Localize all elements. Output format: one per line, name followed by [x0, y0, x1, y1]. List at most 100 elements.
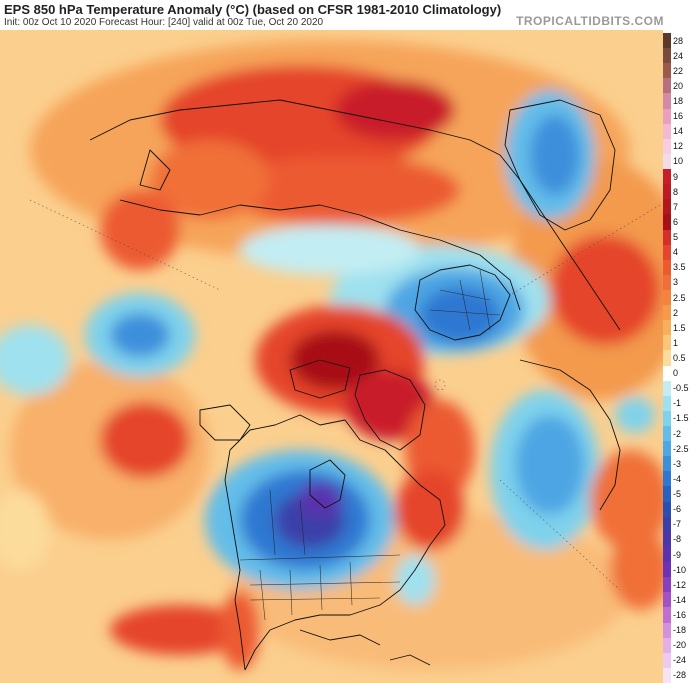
colorbar-swatch: [663, 274, 671, 290]
colorbar-level: -9: [663, 546, 700, 563]
colorbar-level: 18: [663, 93, 700, 109]
colorbar-label: -24: [673, 655, 687, 666]
colorbar-label: -1: [673, 398, 682, 409]
colorbar-label: 0.5: [673, 352, 686, 363]
colorbar-label: -6: [673, 504, 682, 515]
colorbar-swatch: [663, 214, 671, 230]
colorbar-label: 2: [673, 307, 679, 318]
colorbar-swatch: [663, 652, 671, 668]
colorbar-label: -28: [673, 670, 687, 681]
colorbar-level: -6: [663, 501, 700, 517]
colorbar-swatch: [663, 501, 671, 517]
colorbar-level: 1: [663, 335, 700, 351]
colorbar-swatch: [663, 199, 671, 215]
colorbar-level: -3: [663, 456, 700, 472]
header: EPS 850 hPa Temperature Anomaly (°C) (ba…: [0, 0, 700, 30]
colorbar-swatch: [663, 471, 671, 487]
colorbar-swatch: [663, 516, 671, 532]
colorbar-label: 2.5: [673, 292, 686, 303]
colorbar-swatch: [663, 244, 671, 260]
colorbar-level: 28: [663, 33, 700, 49]
colorbar-swatch: [663, 169, 671, 185]
colorbar-swatch: [663, 637, 671, 653]
colorbar-level: -7: [663, 516, 700, 532]
colorbar-swatch: [663, 607, 671, 623]
colorbar-label: 14: [673, 126, 684, 137]
colorbar-label: 6: [673, 216, 679, 227]
colorbar-label: -2: [673, 428, 682, 439]
colorbar-label: 8: [673, 186, 679, 197]
colorbar-swatch: [663, 562, 671, 578]
colorbar-level: 10: [663, 153, 700, 170]
colorbar-label: 4: [673, 247, 679, 258]
colorbar-label: -18: [673, 625, 687, 636]
colorbar-label: 16: [673, 111, 684, 122]
colorbar-level: -14: [663, 592, 700, 608]
colorbar-label: -12: [673, 579, 687, 590]
colorbar-label: -16: [673, 609, 687, 620]
colorbar-swatch: [663, 48, 671, 64]
colorbar-level: 8: [663, 184, 700, 200]
anomaly-field: [0, 40, 663, 670]
colorbar-legend: 28 24 22 20 18 16 14 12 10 9 8 7 6 5 4 3.5 3 2.5 2 1.5 1 0.5 0…: [663, 33, 700, 683]
colorbar-level: -8: [663, 531, 700, 547]
graticule: [29, 199, 661, 591]
colorbar-swatch: [663, 350, 671, 366]
site-watermark: TROPICALTIDBITS.COM: [516, 14, 664, 28]
colorbar-swatch: [663, 577, 671, 593]
colorbar-level: 5: [663, 229, 700, 245]
colorbar-level: 20: [663, 78, 700, 94]
colorbar-label: 24: [673, 50, 684, 61]
colorbar-swatch: [663, 153, 671, 170]
colorbar-level: 24: [663, 48, 700, 64]
colorbar-level: -28: [663, 667, 700, 683]
colorbar-label: 18: [673, 96, 684, 106]
chart-title: EPS 850 hPa Temperature Anomaly (°C) (ba…: [4, 2, 502, 17]
colorbar-level: 14: [663, 123, 700, 139]
colorbar-label: -5: [673, 489, 682, 500]
colorbar-label: 0: [673, 368, 679, 379]
colorbar-level: -2: [663, 426, 700, 442]
colorbar-swatch: [663, 184, 671, 200]
colorbar-level: 0.5: [663, 350, 700, 366]
colorbar-label: -10: [673, 564, 687, 575]
colorbar-swatch: [663, 365, 671, 381]
colorbar-level: -4: [663, 471, 700, 487]
colorbar-swatch: [663, 441, 671, 457]
anomaly-map: [0, 30, 663, 683]
colorbar-level: -5: [663, 486, 700, 502]
colorbar-swatch: [663, 335, 671, 351]
colorbar-level: -10: [663, 562, 700, 578]
colorbar-level: 4: [663, 244, 700, 260]
colorbar-swatch: [663, 259, 671, 275]
colorbar-level: 9: [663, 169, 700, 185]
colorbar-level: -1: [663, 395, 700, 411]
colorbar-swatch: [663, 410, 671, 427]
colorbar-swatch: [663, 320, 671, 336]
colorbar-label: -1.5: [673, 413, 689, 424]
colorbar-swatch: [663, 123, 671, 139]
colorbar-swatch: [663, 426, 671, 442]
colorbar-swatch: [663, 622, 671, 638]
colorbar-label: 1: [673, 337, 679, 348]
colorbar-swatch: [663, 33, 671, 49]
colorbar-swatch: [663, 380, 671, 396]
colorbar-level: 1.5: [663, 320, 700, 336]
colorbar-swatch: [663, 93, 671, 109]
colorbar-label: 1.5: [673, 322, 686, 333]
colorbar-level: -16: [663, 607, 700, 623]
colorbar-level: 12: [663, 138, 700, 154]
colorbar-label: 12: [673, 141, 684, 152]
colorbar-level: -1.5: [663, 410, 700, 427]
colorbar-level: -2.5: [663, 441, 700, 457]
colorbar-level: -20: [663, 637, 700, 653]
colorbar-level: 2.5: [663, 289, 700, 306]
colorbar-label: 22: [673, 65, 684, 76]
colorbar-swatch: [663, 456, 671, 472]
colorbar-swatch: [663, 546, 671, 563]
coastlines: [89, 99, 621, 671]
colorbar-level: 7: [663, 199, 700, 215]
colorbar-swatch: [663, 289, 671, 306]
colorbar-level: -12: [663, 577, 700, 593]
colorbar-label: 10: [673, 156, 684, 167]
